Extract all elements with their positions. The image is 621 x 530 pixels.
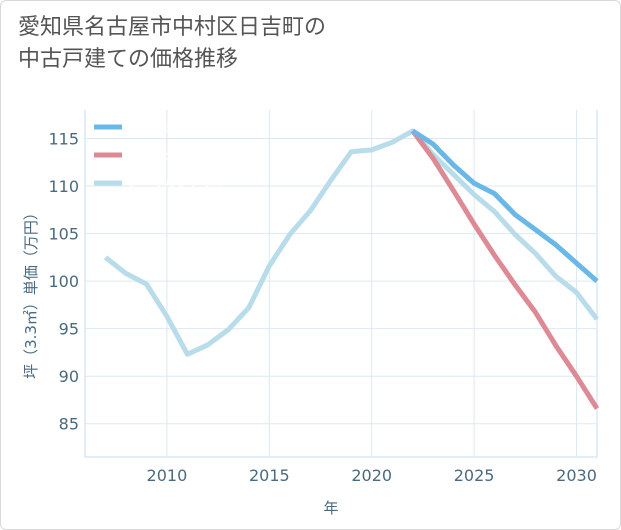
y-tick-label: 90 [59, 367, 79, 386]
y-axis-label: 坪（3.3㎡）単価（万円） [22, 205, 40, 379]
y-tick-labels: 85 90 95 100 105 110 115 [48, 130, 79, 434]
series-lines [103, 128, 600, 410]
y-tick-label: 105 [48, 225, 79, 244]
y-tick-label: 85 [59, 415, 79, 434]
legend-good-label: グッドシナリオ [128, 120, 212, 134]
x-tick-label: 2010 [147, 466, 188, 485]
chart-title-line2: 中古戸建ての価格推移 [18, 47, 239, 72]
x-tick-labels: 2010 2015 2020 2025 2030 [147, 466, 597, 485]
normal-scenario-line [103, 128, 599, 357]
x-tick-label: 2015 [249, 466, 290, 485]
x-tick-label: 2020 [351, 466, 392, 485]
x-tick-label: 2030 [556, 466, 597, 485]
legend-bad-label: バッドシナリオ [128, 148, 212, 162]
x-axis-label: 年 [323, 499, 338, 517]
chart-title: 愛知県名古屋市中村区日吉町の 中古戸建ての価格推移 [18, 12, 538, 76]
y-tick-label: 95 [59, 320, 79, 339]
grid-lines [84, 110, 598, 458]
chart-title-line1: 愛知県名古屋市中村区日吉町の [18, 15, 327, 40]
legend-normal-label: ノーマルシナリオ [128, 176, 224, 190]
y-tick-label: 100 [48, 272, 79, 291]
x-tick-label: 2025 [454, 466, 495, 485]
y-tick-label: 115 [48, 130, 79, 149]
good-scenario-line [411, 128, 599, 283]
y-tick-label: 110 [48, 177, 79, 196]
bad-scenario-line [410, 129, 600, 410]
